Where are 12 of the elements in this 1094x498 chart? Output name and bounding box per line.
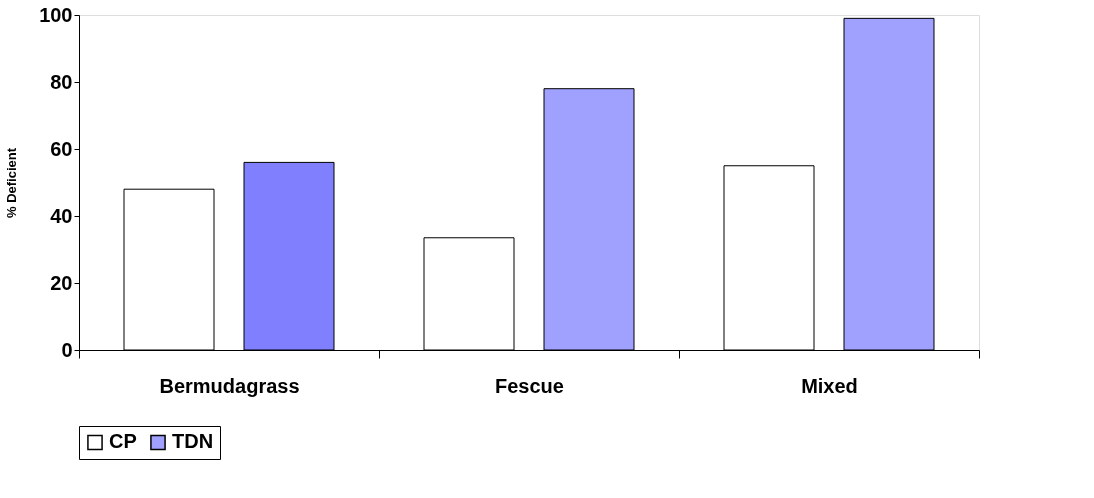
x-tick-label: Mixed xyxy=(801,374,858,397)
y-tick-label: 20 xyxy=(50,271,73,294)
y-axis-title: % Deficient xyxy=(4,147,20,219)
y-tick-label: 100 xyxy=(39,3,73,26)
legend-label: CP xyxy=(109,430,137,453)
y-tick-label: 0 xyxy=(61,338,73,361)
x-tick-label: Fescue xyxy=(495,374,564,397)
y-tick-label: 40 xyxy=(50,204,73,227)
y-tick-label: 80 xyxy=(50,70,73,93)
y-tick-label: 60 xyxy=(50,137,73,160)
legend-label: TDN xyxy=(172,430,214,453)
x-tick-label: Bermudagrass xyxy=(159,374,300,397)
